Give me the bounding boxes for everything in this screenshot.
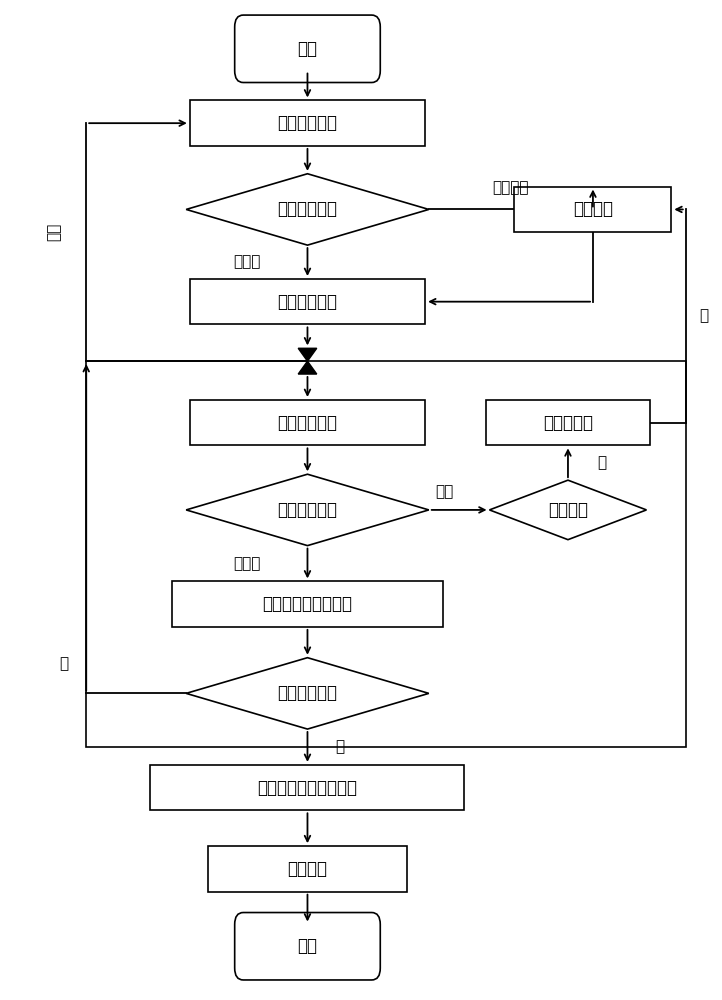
Bar [515,187,671,232]
Text: 动态干涉检查: 动态干涉检查 [277,501,337,519]
Bar [190,279,425,324]
Polygon shape [186,658,429,729]
Polygon shape [298,361,317,374]
Polygon shape [298,348,317,361]
Text: 记录装配序列及路径: 记录装配序列及路径 [263,595,352,613]
Text: 否: 否 [58,656,68,671]
Text: 开始: 开始 [297,40,318,58]
Text: 无干涉: 无干涉 [233,556,261,571]
Bar [207,846,407,892]
Text: 是: 是 [335,739,344,754]
Text: 文件输出: 文件输出 [287,860,328,878]
Text: 工艺规划完成: 工艺规划完成 [277,684,337,702]
Text: 存在干涉: 存在干涉 [492,180,529,195]
Bar [190,400,425,445]
Text: 修改路径: 修改路径 [548,501,588,519]
Bar [150,765,464,810]
Text: 装配序列规划: 装配序列规划 [277,293,337,311]
FancyBboxPatch shape [235,15,380,83]
Text: 修改序列: 修改序列 [573,200,613,218]
Polygon shape [186,174,429,245]
FancyBboxPatch shape [235,913,380,980]
Text: 静态干涉检查: 静态干涉检查 [277,200,337,218]
Text: 产品装配建模: 产品装配建模 [277,114,337,132]
Text: 结构件复位: 结构件复位 [543,414,593,432]
Bar [190,100,425,146]
Polygon shape [186,474,429,546]
Text: 干涉: 干涉 [436,485,454,500]
Text: 否: 否 [699,309,708,324]
Bar [86,361,686,747]
Polygon shape [490,480,646,540]
Bar [172,581,443,627]
Text: 无干涉: 无干涉 [233,255,261,270]
Text: 装配路径规划: 装配路径规划 [277,414,337,432]
Text: 装配工艺规划过程仓真: 装配工艺规划过程仓真 [258,779,357,797]
Bar [486,400,650,445]
Text: 干涉: 干涉 [47,223,61,241]
Text: 是: 是 [598,455,606,470]
Text: 结束: 结束 [297,937,318,955]
